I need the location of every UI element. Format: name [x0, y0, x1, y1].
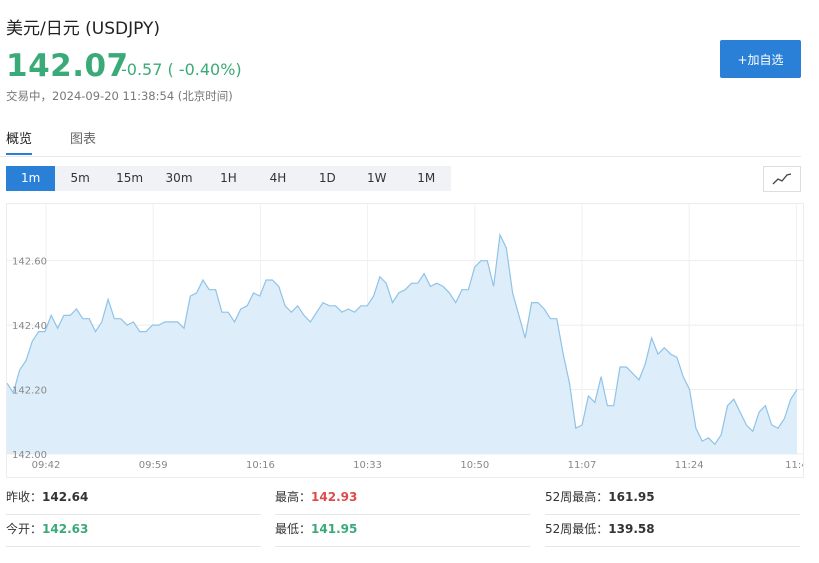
- price-line: [6, 232, 798, 446]
- add-to-watchlist-button[interactable]: +加自选: [720, 40, 801, 78]
- stat-label: 52周最高：: [545, 490, 609, 504]
- stat-item: 今开：142.63: [6, 512, 261, 547]
- y-tick-label: 142.20: [12, 386, 47, 397]
- tab-chart[interactable]: 图表: [70, 132, 97, 147]
- stat-value: 141.95: [311, 522, 358, 536]
- x-tick-label: 10:50: [460, 460, 489, 471]
- stat-label: 最低：: [275, 522, 312, 536]
- x-tick-label: 11:4: [785, 460, 803, 471]
- trading-status: 交易中，2024-09-20 11:38:54 (北京时间): [6, 89, 233, 103]
- stat-label: 最高：: [275, 490, 312, 504]
- stat-item: 52周最低：139.58: [545, 512, 800, 547]
- stat-value: 142.63: [42, 522, 89, 536]
- y-tick-label: 142.60: [12, 257, 47, 268]
- price-chart-svg: 142.00 142.20 142.40 142.60 09:42 09:59 10:16 1…: [6, 204, 808, 471]
- stat-item: 最低：141.95: [275, 512, 530, 547]
- stat-value: 142.93: [311, 490, 358, 504]
- y-tick-label: 142.00: [12, 450, 47, 461]
- period-selector: 1m 5m 15m 30m 1H 4H 1D 1W 1M: [6, 166, 451, 191]
- price-change: -0.57 ( -0.40%): [121, 60, 242, 79]
- stat-value: 142.64: [42, 490, 89, 504]
- line-chart-icon: [772, 173, 792, 185]
- tab-bar: 概览 图表: [0, 126, 801, 157]
- tab-overview[interactable]: 概览: [6, 128, 33, 155]
- period-30m[interactable]: 30m: [165, 171, 193, 185]
- chart-type-toggle[interactable]: [763, 166, 801, 192]
- x-tick-label: 09:42: [32, 460, 61, 471]
- current-price: 142.07: [6, 48, 129, 84]
- period-4h[interactable]: 4H: [269, 171, 287, 185]
- stat-label: 今开：: [6, 522, 43, 536]
- y-tick-label: 142.40: [12, 321, 47, 332]
- stat-label: 52周最低：: [545, 522, 609, 536]
- period-1w[interactable]: 1W: [367, 171, 387, 185]
- x-tick-label: 10:16: [246, 460, 275, 471]
- price-chart[interactable]: 142.00 142.20 142.40 142.60 09:42 09:59 10:16 1…: [6, 203, 808, 478]
- x-tick-label: 10:33: [353, 460, 382, 471]
- stat-value: 139.58: [608, 522, 655, 536]
- period-1h[interactable]: 1H: [220, 171, 237, 185]
- x-tick-label: 11:07: [568, 460, 597, 471]
- stat-item: 52周最高：161.95: [545, 480, 800, 515]
- stat-label: 昨收：: [6, 490, 43, 504]
- period-1m[interactable]: 1M: [417, 171, 436, 185]
- x-tick-label: 11:24: [675, 460, 704, 471]
- page-title: 美元/日元 (USDJPY): [6, 19, 160, 39]
- period-1d[interactable]: 1D: [318, 171, 336, 185]
- period-1m[interactable]: 1m: [6, 166, 56, 191]
- x-tick-label: 09:59: [139, 460, 168, 471]
- period-5m[interactable]: 5m: [70, 171, 90, 185]
- price-area: [7, 234, 797, 454]
- stat-item: 最高：142.93: [275, 480, 530, 515]
- stat-item: 昨收：142.64: [6, 480, 261, 515]
- period-15m[interactable]: 15m: [116, 171, 144, 185]
- stat-value: 161.95: [608, 490, 655, 504]
